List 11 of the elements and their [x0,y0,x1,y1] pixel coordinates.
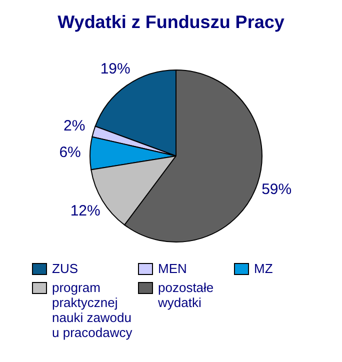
data-label: 6% [59,144,81,162]
legend-label: ZUS [52,261,78,276]
chart-title: Wydatki z Funduszu Pracy [56,11,286,33]
data-label: 12% [70,202,100,220]
legend-label: pozostałe wydatki [158,280,215,310]
legend-label: MZ [254,261,273,276]
data-label: 2% [64,117,86,134]
data-label: 19% [100,60,130,78]
legend-label: program praktycznej nauki zawodu u pracodawcy [52,280,134,340]
data-label: 59% [262,180,292,198]
legend-label: MEN [158,261,187,276]
